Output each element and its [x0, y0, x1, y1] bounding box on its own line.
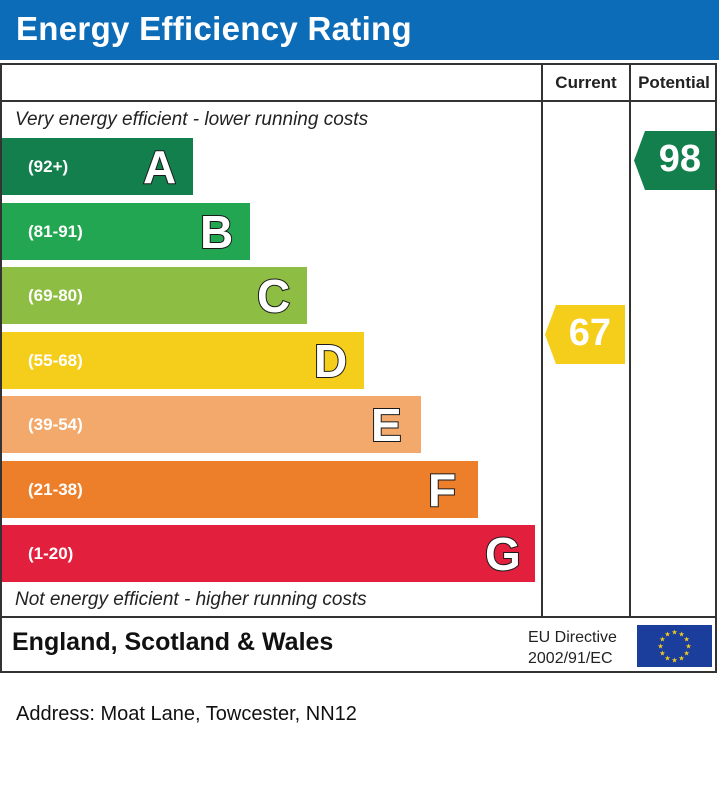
band-letter: B: [199, 205, 234, 259]
rating-frame: [0, 63, 717, 673]
eu-star-icon: ★: [657, 643, 663, 651]
band-letter: D: [313, 334, 348, 388]
caption-inefficient: Not energy efficient - higher running co…: [15, 589, 367, 610]
header-bar: Energy Efficiency Rating: [0, 0, 719, 60]
current-rating-value: 67: [568, 312, 611, 354]
eu-star-icon: ★: [659, 650, 665, 658]
band-range-label: (1-20): [28, 544, 74, 563]
eu-directive: EU Directive 2002/91/EC: [528, 627, 617, 669]
band-letter: E: [370, 398, 403, 452]
potential-rating-arrow: 98: [634, 131, 715, 190]
eu-star-icon: ★: [671, 629, 677, 637]
caption-efficient: Very energy efficient - lower running co…: [15, 109, 369, 130]
column-header-potential: Potential: [638, 73, 710, 92]
band-range-label: (21-38): [28, 479, 83, 499]
band-letter: C: [256, 269, 291, 323]
potential-rating-arrow-shape: [634, 131, 715, 190]
eu-directive-line2: 2002/91/EC: [528, 650, 613, 667]
address-text: Address: Moat Lane, Towcester, NN12: [16, 703, 357, 725]
eu-star-icon: ★: [683, 636, 689, 644]
chart-title: Energy Efficiency Rating: [16, 10, 412, 47]
band-letter: F: [427, 463, 457, 517]
eu-star-icon: ★: [659, 636, 665, 644]
band-range-label: (81-91): [28, 221, 83, 241]
divider-potential: [629, 63, 631, 618]
band-letter: A: [142, 140, 177, 194]
band-range-label: (39-54): [28, 415, 83, 434]
eu-star-icon: ★: [664, 630, 670, 638]
eu-star-icon: ★: [671, 657, 677, 665]
eu-directive-line1: EU Directive: [528, 629, 617, 646]
divider-footer: [0, 616, 717, 618]
eu-stars-icon: ★ ★★★★★★★★★★★: [657, 629, 691, 665]
eu-star-icon: ★: [683, 650, 689, 658]
current-rating-arrow-shape: [545, 305, 625, 364]
column-header-current: Current: [555, 73, 617, 92]
eu-flag-icon: ★ ★ ★ ★ ★ ★ ★ ★ ★ ★ ★ ★: [637, 625, 712, 667]
band-f: (21-38) F: [2, 460, 478, 518]
eu-star-icon: ★: [678, 655, 684, 663]
eu-star-icon: ★: [664, 655, 670, 663]
footer-region: England, Scotland & Wales: [12, 628, 334, 656]
divider-header: [0, 100, 717, 102]
band-letter: G: [484, 527, 522, 581]
band-b: (81-91) B: [2, 202, 250, 260]
band-a: (92+) A: [2, 138, 193, 195]
potential-rating-value: 98: [658, 138, 701, 180]
divider-current: [541, 63, 543, 618]
eu-star-icon: ★: [678, 630, 684, 638]
eu-star-icon: ★: [685, 643, 691, 651]
band-range-label: (69-80): [28, 286, 83, 305]
band-c: (69-80) C: [2, 267, 307, 324]
current-rating-arrow: 67: [545, 305, 625, 364]
band-d: (55-68) D: [2, 331, 364, 389]
band-range-label: (55-68): [28, 350, 83, 370]
band-g: (1-20) G: [2, 525, 535, 582]
band-e: (39-54) E: [2, 396, 421, 453]
band-range-label: (92+): [28, 157, 69, 176]
